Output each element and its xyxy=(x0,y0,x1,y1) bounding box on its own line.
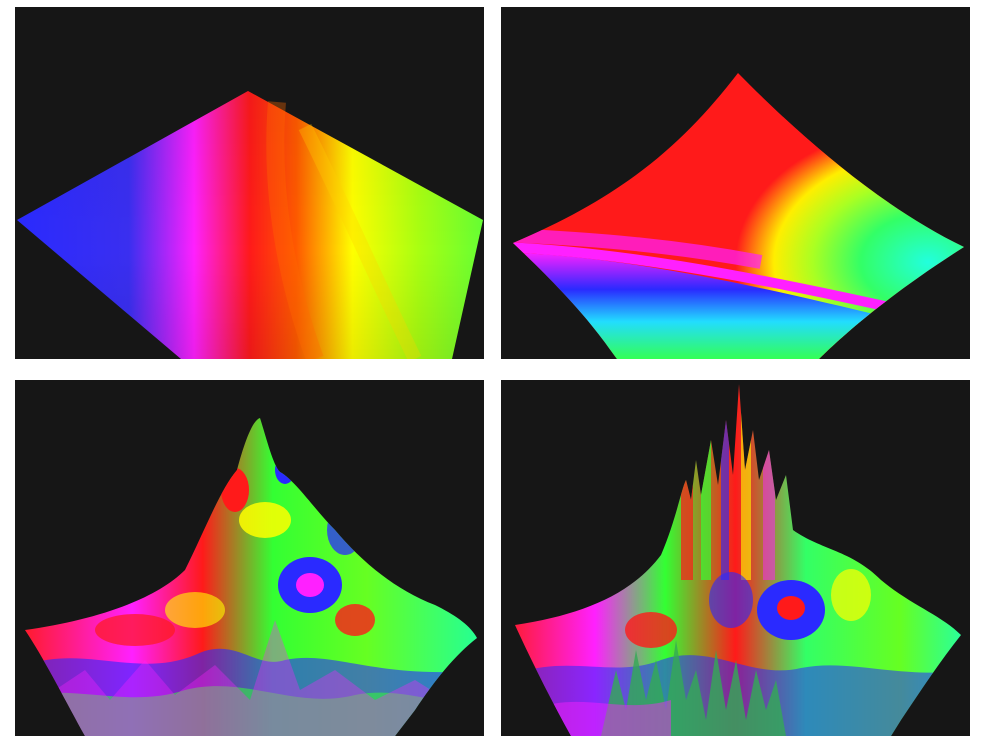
saddle-surface-render xyxy=(513,73,964,359)
mountain-surface-render xyxy=(25,418,477,736)
surface-panel-flat-gradient xyxy=(15,7,484,359)
surface-panel-mountain xyxy=(15,380,484,736)
flat-surface-render xyxy=(17,91,483,359)
surface-panel-curved-saddle xyxy=(501,7,970,359)
spiky-mountain-surface-render xyxy=(515,384,961,736)
surface-panel-spiky-mountain xyxy=(501,380,970,736)
